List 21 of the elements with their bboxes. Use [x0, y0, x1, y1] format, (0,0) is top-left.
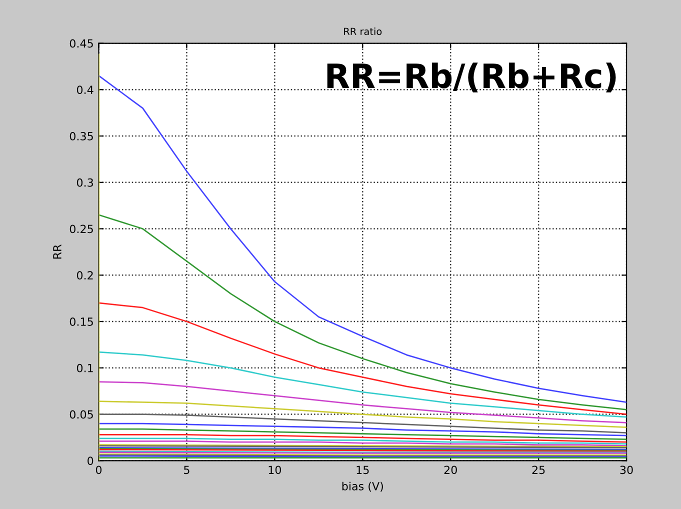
x-tick-label: 15	[356, 466, 369, 474]
y-tick-label: 0.45	[70, 39, 93, 48]
annotation: RR=Rb/(Rb+Rc)	[327, 62, 616, 92]
x-tick-label: 0	[96, 466, 102, 474]
x-tick-label: 10	[268, 466, 281, 474]
x-tick-label: 5	[184, 466, 190, 474]
x-tick-label: 20	[444, 466, 457, 474]
y-tick-label: 0.1	[76, 364, 93, 372]
x-tick-label: 30	[620, 466, 633, 474]
y-tick-label: 0.35	[70, 132, 93, 140]
y-tick-label: 0.25	[70, 224, 93, 234]
y-tick-label: 0.05	[70, 410, 93, 419]
x-tick-label: 25	[532, 466, 545, 474]
y-axis-title: RR	[53, 244, 62, 259]
chart-title: RR ratio	[344, 28, 382, 36]
y-tick-label: 0	[88, 456, 94, 466]
y-tick-label: 0.3	[76, 178, 93, 187]
y-tick-label: 0.15	[70, 317, 93, 326]
x-axis-title: bias (V)	[342, 482, 383, 492]
y-tick-label: 0.4	[76, 86, 94, 94]
y-tick-label: 0.2	[76, 271, 93, 280]
